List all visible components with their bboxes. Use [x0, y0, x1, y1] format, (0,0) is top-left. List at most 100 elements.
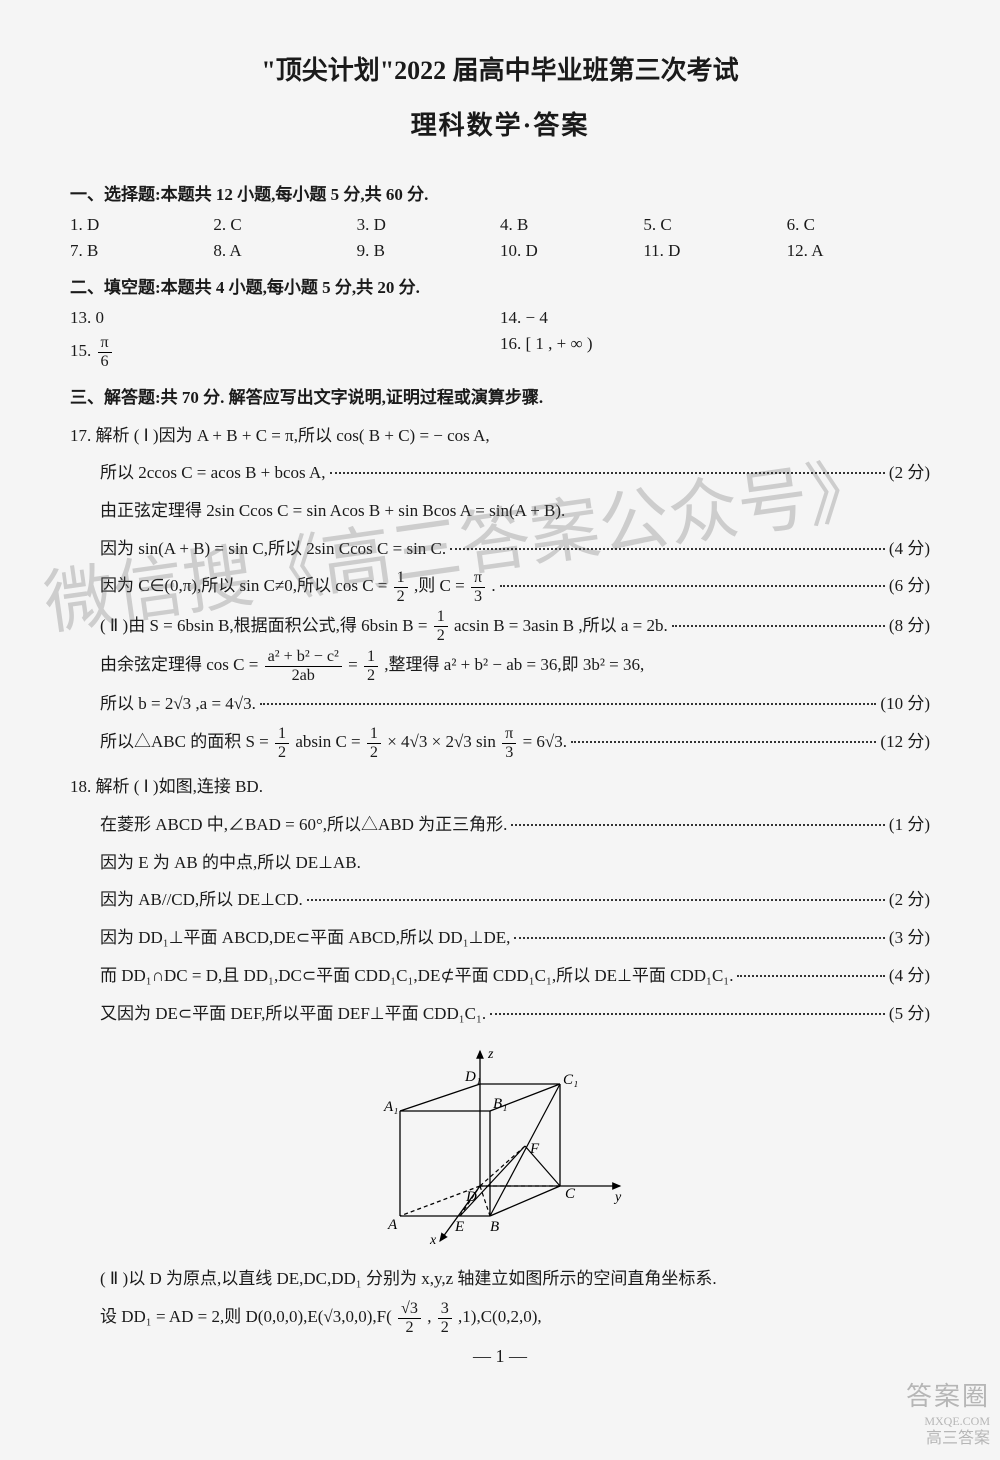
- fill-q14: 14. − 4: [500, 308, 930, 328]
- line: 由余弦定理得 cos C = a² + b² − c²2ab = 12 ,整理得…: [70, 647, 930, 684]
- fraction-num: √3: [398, 1300, 421, 1319]
- line-text: 因为 AB//CD,所以 DE⊥CD.: [100, 882, 303, 918]
- line: 由正弦定理得 2sin Ccos C = sin Acos B + sin Bc…: [70, 493, 930, 529]
- line-text: 在菱形 ABCD 中,∠BAD = 60°,所以△ABD 为正三角形.: [100, 807, 507, 843]
- score: (1 分): [889, 807, 930, 843]
- fraction: 12: [275, 725, 289, 762]
- answer-cell: 1. D: [70, 215, 213, 235]
- score: (10 分): [880, 686, 930, 722]
- score: (12 分): [880, 724, 930, 760]
- answer-cell: 6. C: [787, 215, 930, 235]
- txt-part: .: [491, 576, 495, 595]
- fraction-den: 2: [394, 588, 408, 606]
- dot-leader: [330, 472, 885, 474]
- figure-18: z y x D₁ C₁ A₁ B₁ A E B C D F: [70, 1046, 930, 1251]
- answer-cell: 12. A: [787, 241, 930, 261]
- solution-18: 18. 解析 ( Ⅰ )如图,连接 BD. 在菱形 ABCD 中,∠BAD = …: [70, 769, 930, 1031]
- fill-q15-prefix: 15.: [70, 341, 96, 360]
- line-text: 所以 b = 2√3 ,a = 4√3.: [100, 686, 256, 722]
- line-text: 因为 DD₁⊥平面 ABCD,DE⊂平面 ABCD,所以 DD₁⊥DE,: [100, 920, 510, 956]
- answer-cell: 5. C: [643, 215, 786, 235]
- fraction: π3: [471, 569, 485, 606]
- solution-17: 17. 解析 ( Ⅰ )因为 A + B + C = π,所以 cos( B +…: [70, 418, 930, 762]
- fraction-num: π: [502, 725, 516, 744]
- txt-part: ,: [427, 1307, 431, 1326]
- vertex-a: A: [387, 1217, 398, 1233]
- fraction-den: 2: [364, 667, 378, 685]
- axis-x-label: x: [429, 1233, 437, 1246]
- dot-leader: [571, 741, 876, 743]
- dot-leader: [450, 548, 885, 550]
- line-text: 又因为 DE⊂平面 DEF,所以平面 DEF⊥平面 CDD₁C₁.: [100, 996, 486, 1032]
- answer-cell: 2. C: [213, 215, 356, 235]
- answer-cell: 9. B: [357, 241, 500, 261]
- fraction: 12: [364, 648, 378, 685]
- fraction-num: 1: [367, 725, 381, 744]
- txt-part: = 6√3.: [523, 732, 567, 751]
- fraction-num: π: [471, 569, 485, 588]
- line-scored: 在菱形 ABCD 中,∠BAD = 60°,所以△ABD 为正三角形. (1 分…: [70, 807, 930, 843]
- fraction-den: 3: [502, 744, 516, 762]
- watermark-br3: 高三答案: [906, 1429, 990, 1450]
- subject-title: 理科数学·答案: [70, 105, 930, 142]
- line-text: 因为 sin(A + B) = sin C,所以 2sin Ccos C = s…: [100, 531, 446, 567]
- txt-part: 由余弦定理得 cos C =: [100, 655, 263, 674]
- fraction-num: 3: [438, 1300, 452, 1319]
- axis-y-label: y: [613, 1190, 622, 1205]
- prism-diagram: z y x D₁ C₁ A₁ B₁ A E B C D F: [370, 1046, 630, 1246]
- score: (3 分): [889, 920, 930, 956]
- dot-leader: [490, 1013, 885, 1015]
- vertex-c: C: [565, 1186, 576, 1202]
- section1-heading: 一、选择题:本题共 12 小题,每小题 5 分,共 60 分.: [70, 180, 930, 205]
- watermark-br2: MXQE.COM: [906, 1414, 990, 1430]
- line: 设 DD₁ = AD = 2,则 D(0,0,0),E(√3,0,0),F( √…: [70, 1299, 930, 1336]
- fraction-den: 2ab: [265, 667, 342, 685]
- fill-q13: 13. 0: [70, 308, 500, 328]
- fraction-num: 1: [394, 569, 408, 588]
- solution-18b: ( Ⅱ )以 D 为原点,以直线 DE,DC,DD₁ 分别为 x,y,z 轴建立…: [70, 1261, 930, 1336]
- fraction-den: 2: [438, 1319, 452, 1337]
- fill-q15: 15. π 6: [70, 334, 500, 371]
- vertex-d1: D₁: [464, 1069, 481, 1085]
- txt-part: ( Ⅱ )由 S = 6bsin B,根据面积公式,得 6bsin B =: [100, 616, 432, 635]
- score: (2 分): [889, 882, 930, 918]
- line-text: 所以 2ccos C = acos B + bcos A,: [100, 455, 326, 491]
- dot-leader: [514, 937, 885, 939]
- line-scored: 又因为 DE⊂平面 DEF,所以平面 DEF⊥平面 CDD₁C₁. (5 分): [70, 996, 930, 1032]
- fraction-den: 6: [98, 353, 112, 371]
- score: (4 分): [889, 531, 930, 567]
- fraction-num: a² + b² − c²: [265, 648, 342, 667]
- vertex-a1: A₁: [383, 1099, 398, 1115]
- line: ( Ⅱ )以 D 为原点,以直线 DE,DC,DD₁ 分别为 x,y,z 轴建立…: [70, 1261, 930, 1297]
- vertex-f: F: [529, 1141, 540, 1157]
- txt-part: ,整理得 a² + b² − ab = 36,即 3b² = 36,: [384, 655, 644, 674]
- line-scored: 因为 AB//CD,所以 DE⊥CD. (2 分): [70, 882, 930, 918]
- answer-cell: 10. D: [500, 241, 643, 261]
- fraction: a² + b² − c²2ab: [265, 648, 342, 685]
- txt-part: × 4√3 × 2√3 sin: [387, 732, 500, 751]
- txt-part: absin C =: [295, 732, 365, 751]
- txt-part: ,则 C =: [414, 576, 469, 595]
- vertex-e: E: [454, 1219, 464, 1235]
- score: (2 分): [889, 455, 930, 491]
- vertex-c1: C₁: [563, 1072, 578, 1088]
- vertex-b1: B₁: [493, 1096, 507, 1112]
- line-scored: 所以 b = 2√3 ,a = 4√3. (10 分): [70, 686, 930, 722]
- score: (4 分): [889, 958, 930, 994]
- dot-leader: [737, 975, 884, 977]
- answer-cell: 7. B: [70, 241, 213, 261]
- fraction-num: 1: [434, 608, 448, 627]
- line-scored: 因为 sin(A + B) = sin C,所以 2sin Ccos C = s…: [70, 531, 930, 567]
- answer-cell: 3. D: [357, 215, 500, 235]
- vertex-b: B: [490, 1219, 499, 1235]
- fraction-den: 2: [275, 744, 289, 762]
- line-text: 而 DD₁∩DC = D,且 DD₁,DC⊂平面 CDD₁C₁,DE⊄平面 CD…: [100, 958, 733, 994]
- dot-leader: [511, 824, 885, 826]
- fraction: π3: [502, 725, 516, 762]
- answers-row2: 7. B 8. A 9. B 10. D 11. D 12. A: [70, 241, 930, 261]
- section2-heading: 二、填空题:本题共 4 小题,每小题 5 分,共 20 分.: [70, 273, 930, 298]
- section3-heading: 三、解答题:共 70 分. 解答应写出文字说明,证明过程或演算步骤.: [70, 383, 930, 408]
- line-scored: 因为 DD₁⊥平面 ABCD,DE⊂平面 ABCD,所以 DD₁⊥DE, (3 …: [70, 920, 930, 956]
- fraction-den: 3: [471, 588, 485, 606]
- exam-title: "顶尖计划"2022 届高中毕业班第三次考试: [70, 50, 930, 87]
